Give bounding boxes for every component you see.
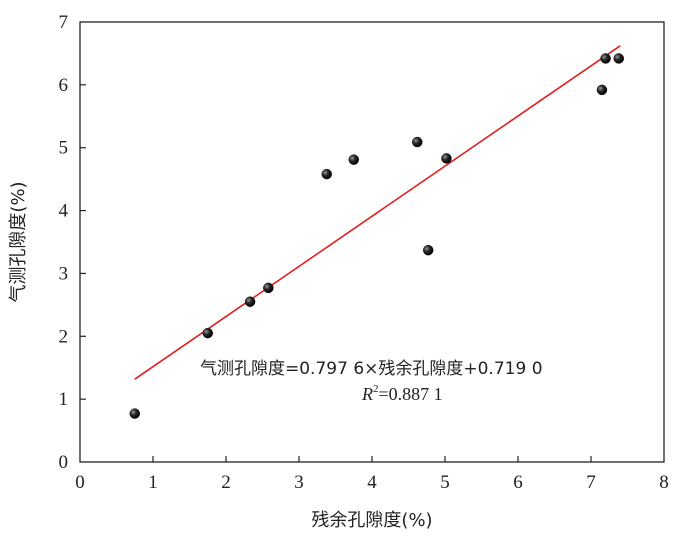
r2-value: =0.887 1: [379, 384, 443, 404]
x-tick-label: 8: [659, 472, 669, 493]
y-tick-label: 4: [59, 201, 69, 222]
data-point: [321, 168, 332, 180]
data-point: [244, 296, 256, 307]
x-tick-label: 1: [148, 472, 158, 493]
y-tick-label: 3: [59, 263, 69, 284]
data-point: [441, 153, 452, 164]
r2-superscript: 2: [373, 383, 379, 395]
x-tick-label: 2: [221, 472, 231, 493]
data-point: [422, 244, 434, 256]
data-point: [613, 53, 624, 64]
x-tick-label: 5: [440, 472, 450, 493]
x-tick-label: 4: [367, 472, 377, 493]
x-tick-label: 0: [75, 472, 85, 493]
y-axis-ticks: 0 1 2 3 4 5 6 7: [59, 12, 86, 473]
y-axis-label: 气测孔隙度(%): [8, 181, 29, 302]
r2-annotation: R2=0.887 1: [361, 383, 443, 404]
x-tick-label: 7: [586, 472, 596, 493]
x-axis-label: 残余孔隙度(%): [311, 510, 432, 531]
r2-symbol: R: [361, 384, 373, 404]
equation-annotation: 气测孔隙度=0.797 6×残余孔隙度+0.719 0: [200, 359, 543, 379]
y-tick-label: 1: [59, 389, 69, 410]
data-point: [129, 408, 140, 419]
data-point: [596, 84, 608, 96]
y-tick-label: 0: [59, 452, 69, 473]
y-tick-label: 6: [59, 75, 69, 96]
data-point: [412, 136, 423, 148]
data-point: [263, 282, 274, 294]
x-axis-ticks: 0 1 2 3 4 5 6 7 8: [75, 456, 669, 493]
data-point: [600, 53, 611, 64]
data-point: [348, 154, 359, 165]
data-points: [129, 53, 624, 419]
data-point: [202, 327, 213, 339]
x-tick-label: 3: [294, 472, 304, 493]
y-tick-label: 7: [59, 12, 69, 33]
regression-line: [134, 45, 621, 380]
y-tick-label: 2: [59, 326, 69, 347]
x-tick-label: 6: [513, 472, 523, 493]
y-tick-label: 5: [59, 138, 69, 159]
